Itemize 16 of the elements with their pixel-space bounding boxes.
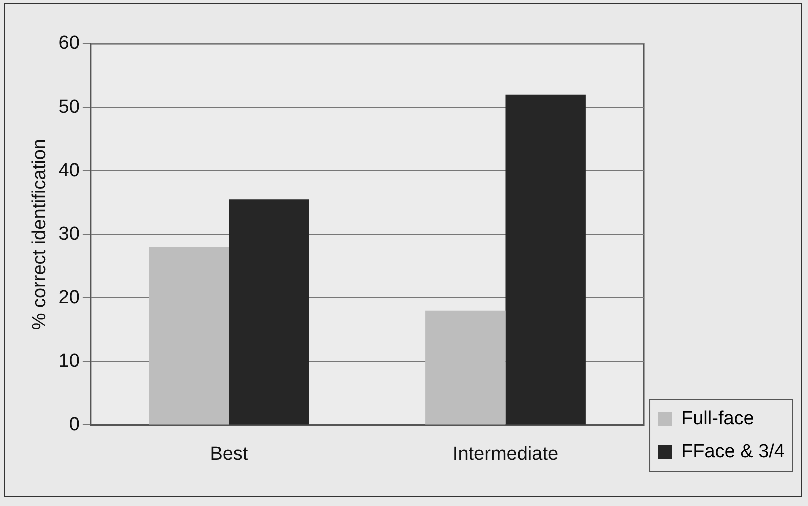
x-tick-label: Best <box>210 444 249 465</box>
y-tick-label: 0 <box>69 414 80 436</box>
y-axis-title: % correct identification <box>30 139 51 330</box>
y-tick-label: 50 <box>58 96 80 118</box>
legend-label: FFace & 3/4 <box>682 442 786 463</box>
bar <box>229 200 310 425</box>
y-tick-label: 10 <box>58 350 80 372</box>
bar <box>426 310 506 425</box>
legend-label: Full-face <box>682 408 754 430</box>
y-tick-label: 60 <box>58 33 80 54</box>
bar <box>149 247 230 425</box>
bar <box>506 94 586 425</box>
y-tick-label: 40 <box>58 160 80 182</box>
y-tick-label: 20 <box>58 287 80 308</box>
y-tick-label: 30 <box>58 224 80 245</box>
x-tick-label: Intermediate <box>452 444 559 465</box>
